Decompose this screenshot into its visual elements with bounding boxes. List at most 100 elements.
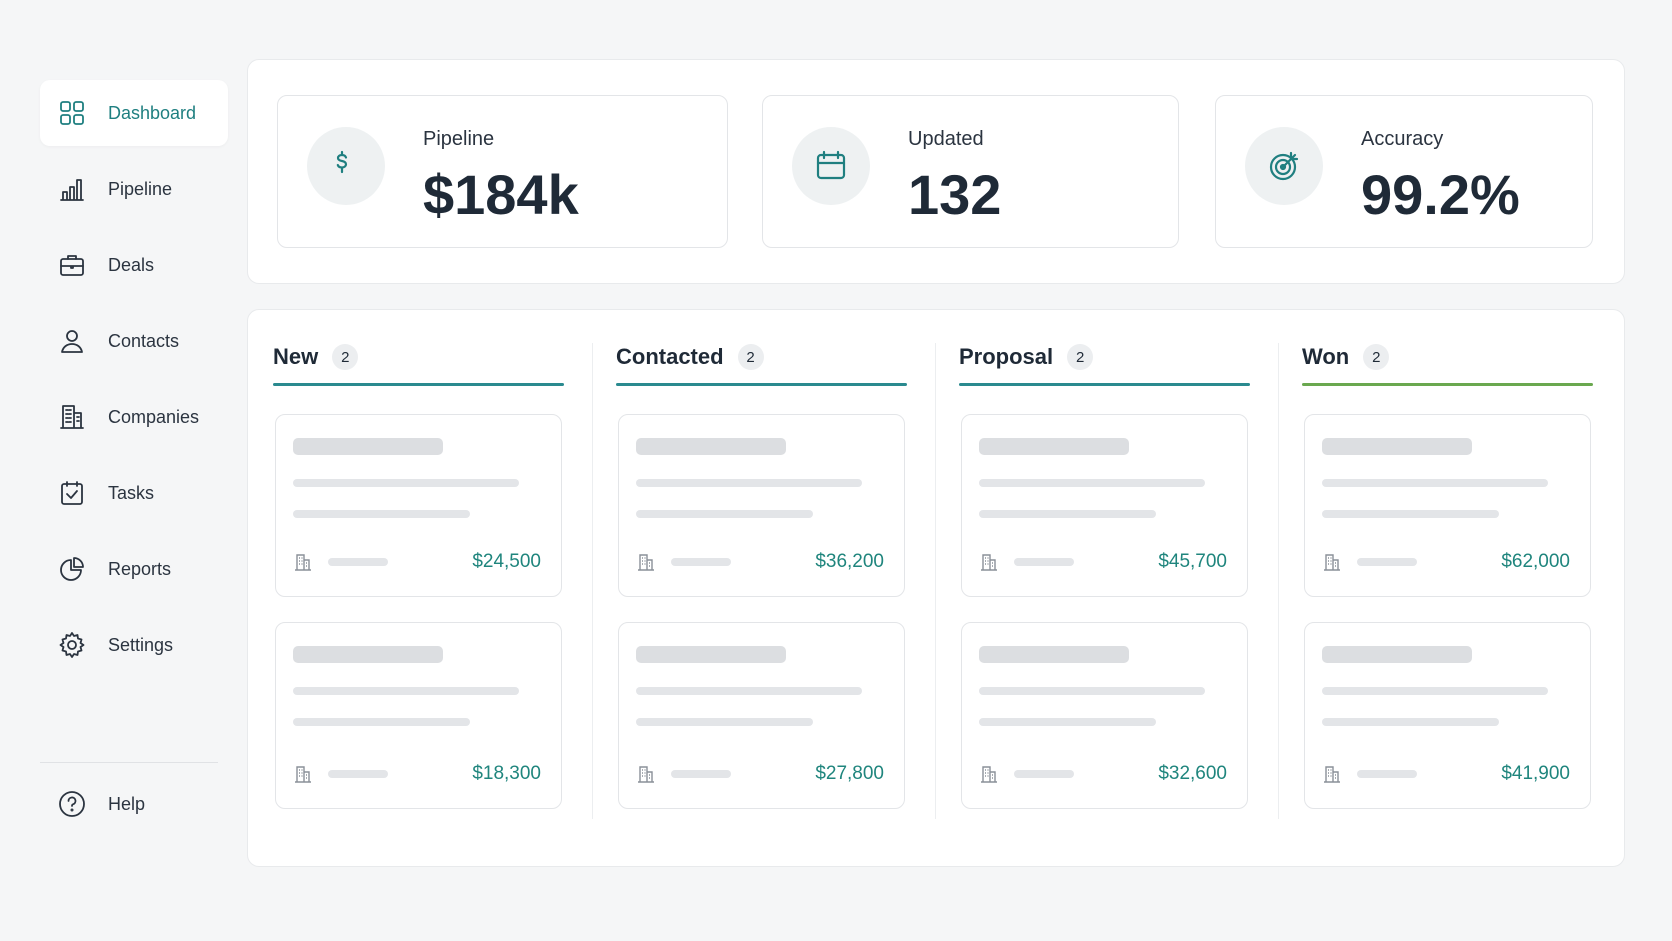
- skeleton-line: [636, 718, 813, 726]
- stat-label: Updated: [908, 128, 984, 150]
- column-header[interactable]: Contacted 2: [616, 344, 764, 370]
- deal-amount[interactable]: $45,700: [1158, 551, 1227, 572]
- nav-label[interactable]: Pipeline: [108, 178, 173, 199]
- count-badge: 2: [332, 344, 359, 370]
- nav-label[interactable]: Reports: [108, 558, 172, 579]
- skeleton-company: [328, 770, 388, 778]
- deal-amount[interactable]: $32,600: [1158, 763, 1227, 784]
- skeleton-title: [636, 646, 786, 663]
- skeleton-title: [293, 646, 443, 663]
- deal-amount[interactable]: $27,800: [815, 763, 884, 784]
- nav-item[interactable]: Dashboard: [40, 80, 228, 146]
- stat-card: Accuracy 99.2%: [1215, 95, 1593, 248]
- skeleton-line: [636, 479, 862, 487]
- column-underline: [273, 383, 564, 386]
- nav-item[interactable]: Tasks: [40, 460, 228, 526]
- company-icon: [293, 552, 313, 577]
- skeleton-company: [1014, 558, 1074, 566]
- column-divider: [1278, 343, 1279, 819]
- nav-item[interactable]: Contacts: [40, 308, 228, 374]
- nav-label[interactable]: Tasks: [108, 482, 155, 503]
- skeleton-line: [293, 510, 470, 518]
- stat-value: 99.2%: [1361, 163, 1520, 226]
- deal-card[interactable]: $27,800: [618, 622, 905, 809]
- skeleton-line: [636, 687, 862, 695]
- skeleton-line: [293, 479, 519, 487]
- skeleton-company: [671, 770, 731, 778]
- skeleton-line: [1322, 687, 1548, 695]
- deal-amount[interactable]: $41,900: [1501, 763, 1570, 784]
- stat-icon: [307, 127, 385, 205]
- nav-label[interactable]: Deals: [108, 254, 155, 275]
- deal-amount[interactable]: $24,500: [472, 551, 541, 572]
- skeleton-line: [979, 687, 1205, 695]
- nav-item[interactable]: Settings: [40, 612, 228, 678]
- skeleton-company: [328, 558, 388, 566]
- divider: [40, 762, 218, 763]
- help-link[interactable]: Help: [40, 771, 228, 837]
- stat-value: 132: [908, 163, 1002, 226]
- nav-label[interactable]: Dashboard: [108, 102, 197, 123]
- column-name[interactable]: Won: [1302, 344, 1350, 369]
- skeleton-line: [1322, 510, 1499, 518]
- column-header[interactable]: Won 2: [1302, 344, 1390, 370]
- nav-label[interactable]: Settings: [108, 634, 174, 655]
- skeleton-line: [1322, 479, 1548, 487]
- nav-item[interactable]: Pipeline: [40, 156, 228, 222]
- help-label[interactable]: Help: [108, 793, 146, 814]
- deal-card[interactable]: $24,500: [275, 414, 562, 597]
- skeleton-title: [979, 646, 1129, 663]
- deal-card[interactable]: $62,000: [1304, 414, 1591, 597]
- deal-card[interactable]: $18,300: [275, 622, 562, 809]
- count-badge: 2: [1363, 344, 1390, 370]
- skeleton-line: [979, 510, 1156, 518]
- count-badge: 2: [1067, 344, 1094, 370]
- count: 2: [1075, 348, 1085, 366]
- column-header[interactable]: New 2: [273, 344, 359, 370]
- column-divider: [935, 343, 936, 819]
- company-icon: [636, 764, 656, 789]
- count: 2: [341, 348, 350, 366]
- stat-value: $184k: [423, 163, 579, 226]
- deal-card[interactable]: $36,200: [618, 414, 905, 597]
- column-name[interactable]: Contacted: [616, 344, 724, 369]
- deal-amount[interactable]: $36,200: [815, 551, 884, 572]
- nav-item[interactable]: Deals: [40, 232, 228, 298]
- skeleton-line: [293, 718, 470, 726]
- nav-label[interactable]: Companies: [108, 406, 200, 427]
- skeleton-line: [1322, 718, 1499, 726]
- deal-card[interactable]: $45,700: [961, 414, 1248, 597]
- stat-label: Accuracy: [1361, 128, 1444, 150]
- company-icon: [979, 552, 999, 577]
- skeleton-company: [1014, 770, 1074, 778]
- skeleton-company: [1357, 770, 1417, 778]
- skeleton-company: [671, 558, 731, 566]
- column-name[interactable]: New: [273, 344, 319, 369]
- stat-icon: [1245, 127, 1323, 205]
- skeleton-company: [1357, 558, 1417, 566]
- skeleton-title: [979, 438, 1129, 455]
- column-underline: [1302, 383, 1593, 386]
- skeleton-title: [1322, 646, 1472, 663]
- column-header[interactable]: Proposal 2: [959, 344, 1094, 370]
- stat-icon: [792, 127, 870, 205]
- stat-label: Pipeline: [423, 128, 495, 150]
- deal-card[interactable]: $32,600: [961, 622, 1248, 809]
- nav-item[interactable]: Companies: [40, 384, 228, 450]
- deal-amount[interactable]: $18,300: [472, 763, 541, 784]
- column-name[interactable]: Proposal: [959, 344, 1054, 369]
- skeleton-title: [293, 438, 443, 455]
- count-badge: 2: [737, 344, 764, 370]
- skeleton-line: [293, 687, 519, 695]
- nav-item[interactable]: Reports: [40, 536, 228, 602]
- company-icon: [636, 552, 656, 577]
- company-icon: [293, 764, 313, 789]
- deal-amount[interactable]: $62,000: [1501, 551, 1570, 572]
- column-underline: [616, 383, 907, 386]
- nav-label[interactable]: Contacts: [108, 330, 180, 351]
- skeleton-title: [1322, 438, 1472, 455]
- deal-card[interactable]: $41,900: [1304, 622, 1591, 809]
- count: 2: [1372, 348, 1381, 366]
- company-icon: [979, 764, 999, 789]
